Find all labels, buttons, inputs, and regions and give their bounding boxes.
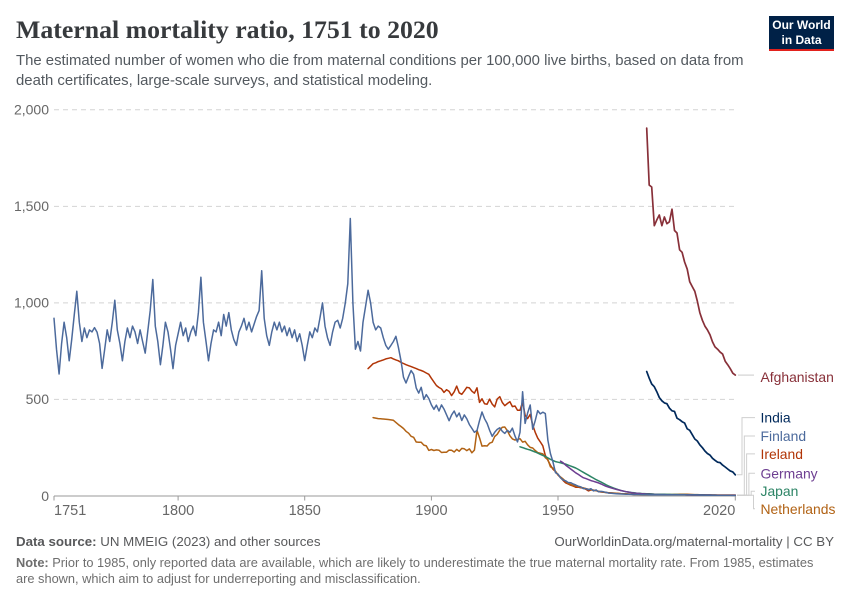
svg-text:1950: 1950 — [542, 503, 574, 519]
svg-text:Japan: Japan — [761, 483, 799, 499]
svg-text:Germany: Germany — [761, 465, 818, 481]
svg-text:Netherlands: Netherlands — [761, 501, 836, 517]
svg-text:1800: 1800 — [162, 503, 194, 519]
svg-text:1,000: 1,000 — [14, 295, 49, 311]
svg-text:India: India — [761, 410, 791, 426]
svg-text:1850: 1850 — [289, 503, 321, 519]
svg-text:1,500: 1,500 — [14, 198, 49, 214]
svg-text:Finland: Finland — [761, 428, 807, 444]
svg-text:500: 500 — [26, 391, 50, 407]
svg-text:1900: 1900 — [415, 503, 447, 519]
svg-text:0: 0 — [41, 488, 49, 504]
svg-text:Ireland: Ireland — [761, 446, 803, 462]
svg-text:Afghanistan: Afghanistan — [761, 369, 834, 385]
svg-text:2020: 2020 — [703, 503, 735, 519]
svg-text:1751: 1751 — [54, 503, 86, 519]
svg-text:2,000: 2,000 — [14, 102, 49, 118]
